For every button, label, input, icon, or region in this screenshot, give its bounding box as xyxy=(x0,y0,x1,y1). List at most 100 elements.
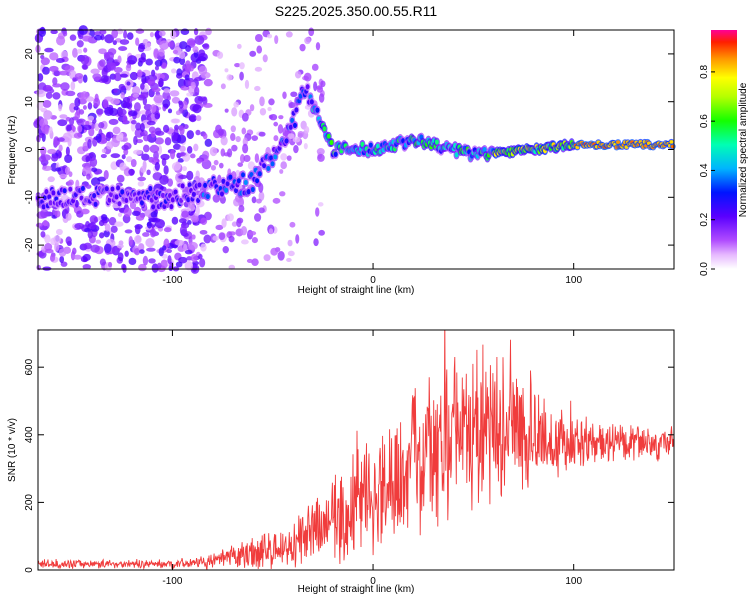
noise-cell xyxy=(258,182,264,193)
noise-cell xyxy=(59,70,69,76)
noise-cell xyxy=(228,235,235,243)
ridge-cell xyxy=(294,107,299,113)
noise-cell xyxy=(49,65,59,72)
noise-cell xyxy=(56,137,65,142)
noise-cell xyxy=(90,244,100,253)
noise-cell xyxy=(48,126,53,134)
ridge-cell xyxy=(116,185,121,191)
noise-cell xyxy=(95,133,102,143)
noise-cell xyxy=(140,165,147,173)
noise-cell xyxy=(249,104,255,112)
noise-cell xyxy=(83,47,88,53)
noise-cell xyxy=(145,109,152,118)
ridge-cell xyxy=(173,189,178,195)
noise-cell xyxy=(154,113,161,120)
ridge-cell xyxy=(169,204,174,210)
noise-cell xyxy=(45,86,54,91)
noise-cell xyxy=(135,28,145,34)
noise-cell xyxy=(190,254,198,263)
noise-cell xyxy=(146,169,151,176)
noise-cell xyxy=(178,174,188,179)
noise-cell xyxy=(238,204,245,213)
noise-cell xyxy=(92,73,102,81)
noise-cell xyxy=(42,99,52,108)
noise-cell xyxy=(132,210,141,217)
ridge-cell xyxy=(255,178,260,184)
noise-cell xyxy=(160,153,170,161)
noise-cell xyxy=(119,39,130,45)
noise-cell xyxy=(194,86,200,96)
noise-cell xyxy=(263,254,271,262)
noise-cell xyxy=(102,99,109,109)
noise-cell xyxy=(220,83,226,90)
noise-cell xyxy=(120,91,125,99)
noise-cell xyxy=(132,85,141,96)
noise-cell xyxy=(104,34,115,44)
noise-cell xyxy=(178,101,184,109)
noise-cell xyxy=(158,77,164,88)
spec-ytick-label: 0 xyxy=(24,146,35,152)
noise-cell xyxy=(69,117,75,126)
noise-cell xyxy=(167,178,174,187)
noise-cell xyxy=(277,250,285,261)
noise-cell xyxy=(73,106,79,111)
noise-cell xyxy=(179,41,188,50)
noise-cell xyxy=(91,167,98,173)
ridge-cell xyxy=(309,99,314,105)
noise-cell xyxy=(226,74,233,81)
noise-cell xyxy=(126,156,133,163)
noise-cell xyxy=(188,241,198,250)
noise-cell xyxy=(128,235,133,246)
noise-cell xyxy=(200,243,207,252)
noise-cell xyxy=(259,107,267,116)
snr-ytick-label: 200 xyxy=(24,494,35,511)
snr-frame xyxy=(37,329,675,571)
noise-cell xyxy=(98,122,105,129)
noise-cell xyxy=(47,176,55,183)
ridge-cell xyxy=(51,190,56,196)
noise-cell xyxy=(188,114,197,123)
noise-cell xyxy=(77,92,86,100)
noise-cell xyxy=(155,219,166,229)
noise-cell xyxy=(130,158,137,168)
ridge-cell xyxy=(139,200,144,206)
noise-cell xyxy=(287,250,295,257)
ridge-cell xyxy=(68,186,73,192)
noise-cell xyxy=(151,263,159,273)
noise-cell xyxy=(143,144,150,153)
noise-cell xyxy=(67,179,74,186)
noise-cell xyxy=(311,63,319,71)
noise-cell xyxy=(251,135,259,142)
noise-cell xyxy=(148,217,159,222)
noise-cell xyxy=(51,154,59,162)
noise-cell xyxy=(317,202,324,207)
noise-cell xyxy=(122,96,131,104)
noise-cell xyxy=(43,110,53,120)
noise-cell xyxy=(187,220,192,225)
spectrogram-ylabel: Frequency (Hz) xyxy=(7,116,18,185)
noise-cell xyxy=(254,213,262,222)
ridge-cell xyxy=(454,152,459,158)
noise-cell xyxy=(85,121,90,126)
noise-cell xyxy=(112,40,117,46)
noise-cell xyxy=(116,244,124,249)
noise-cell xyxy=(194,35,205,45)
noise-cell xyxy=(192,104,202,114)
noise-cell xyxy=(133,135,138,146)
noise-cell xyxy=(241,127,247,135)
noise-cell xyxy=(112,126,121,135)
noise-cell xyxy=(99,59,106,67)
noise-cell xyxy=(162,98,171,108)
noise-cell xyxy=(318,229,325,236)
noise-cell xyxy=(183,124,189,130)
noise-cell xyxy=(100,153,107,159)
noise-cell xyxy=(254,85,261,92)
noise-cell xyxy=(251,258,259,266)
noise-cell xyxy=(137,94,146,101)
cbar-tick-label: 0.0 xyxy=(699,262,710,276)
noise-cell xyxy=(175,110,181,116)
ridge-cell xyxy=(191,191,196,197)
noise-cell xyxy=(148,126,156,134)
